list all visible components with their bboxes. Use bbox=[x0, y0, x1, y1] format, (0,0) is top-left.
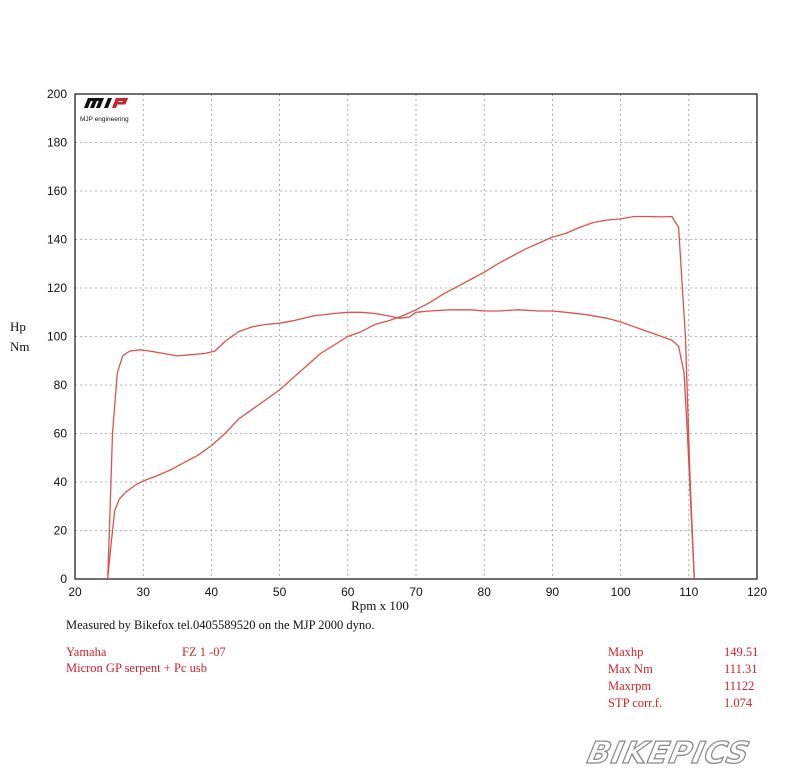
dyno-curve-2 bbox=[107, 309, 695, 580]
stat-value-maxrpm: 11122 bbox=[724, 679, 755, 693]
stat-value-maxhp: 149.51 bbox=[724, 645, 759, 659]
x-tick-label: 50 bbox=[273, 585, 287, 599]
x-tick-label: 40 bbox=[205, 585, 219, 599]
y-tick-label: 120 bbox=[47, 281, 67, 295]
stat-label-stp: STP corr.f. bbox=[608, 696, 663, 710]
x-tick-label: 80 bbox=[478, 585, 492, 599]
measured-by-note: Measured by Bikefox tel.0405589520 on th… bbox=[66, 618, 375, 632]
y-tick-label: 180 bbox=[47, 136, 67, 150]
vehicle-modifications: Micron GP serpent + Pc usb bbox=[66, 661, 207, 675]
vehicle-make: Yamaha bbox=[66, 645, 107, 659]
vehicle-model: FZ 1 -07 bbox=[182, 645, 226, 659]
y-tick-label: 140 bbox=[47, 233, 67, 247]
y-tick-label: 20 bbox=[54, 524, 68, 538]
y-tick-label: 80 bbox=[54, 378, 68, 392]
y-tick-labels: 0 20 40 60 80 100 120 140 160 180 200 bbox=[47, 87, 67, 586]
dyno-curves bbox=[107, 215, 695, 580]
y-tick-label: 200 bbox=[47, 87, 67, 101]
y-tick-label: 160 bbox=[47, 184, 67, 198]
x-tick-labels: 20 30 40 50 60 70 80 90 100 110 120 bbox=[68, 585, 767, 599]
stat-label-maxnm: Max Nm bbox=[608, 662, 653, 676]
x-tick-label: 60 bbox=[341, 585, 355, 599]
dyno-curve-1 bbox=[107, 215, 695, 580]
mjp-logo-mark-icon bbox=[83, 98, 128, 108]
y-tick-label: 100 bbox=[47, 330, 67, 344]
x-tick-label: 120 bbox=[747, 585, 767, 599]
y-axis-label-hp: Hp bbox=[10, 319, 26, 334]
x-tick-label: 20 bbox=[68, 585, 82, 599]
plot-frame bbox=[74, 93, 758, 580]
stat-label-maxrpm: Maxrpm bbox=[608, 679, 652, 693]
chart-grid bbox=[75, 94, 757, 579]
bikepics-watermark: BIKEPICS bbox=[584, 735, 754, 771]
y-axis-label-nm: Nm bbox=[10, 339, 30, 354]
x-tick-label: 100 bbox=[611, 585, 631, 599]
mjp-logo: MJP engineering bbox=[79, 97, 131, 123]
y-tick-label: 60 bbox=[54, 427, 68, 441]
x-tick-label: 90 bbox=[546, 585, 560, 599]
stat-value-stp: 1.074 bbox=[724, 696, 753, 710]
stat-label-maxhp: Maxhp bbox=[608, 645, 644, 659]
x-tick-label: 70 bbox=[409, 585, 423, 599]
logo-text: MJP engineering bbox=[80, 116, 129, 123]
x-tick-label: 30 bbox=[137, 585, 151, 599]
x-tick-label: 110 bbox=[679, 585, 698, 599]
x-axis-label: Rpm x 100 bbox=[351, 598, 409, 613]
y-tick-label: 0 bbox=[60, 572, 67, 586]
stat-value-maxnm: 111.31 bbox=[724, 662, 758, 676]
y-tick-label: 40 bbox=[54, 475, 68, 489]
